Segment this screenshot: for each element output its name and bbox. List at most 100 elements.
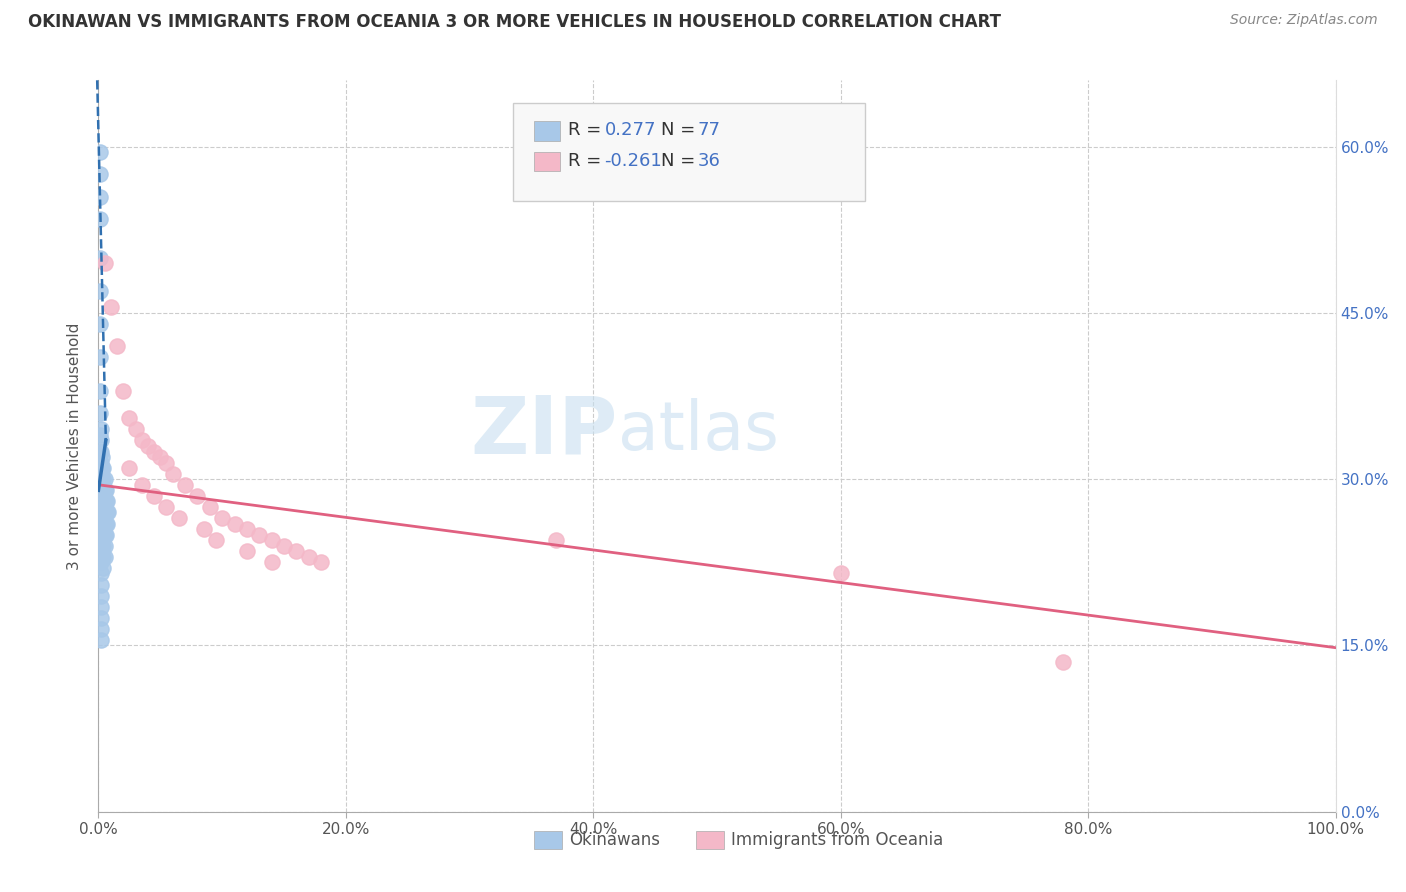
Point — [93, 527, 115, 541]
Text: Okinawans: Okinawans — [569, 831, 661, 849]
Point — [90, 434, 112, 448]
Point — [94, 483, 117, 498]
Point — [90, 555, 112, 569]
Text: 36: 36 — [697, 152, 720, 169]
Point — [90, 622, 112, 636]
Point — [90, 500, 112, 514]
Point — [94, 516, 117, 531]
Point — [93, 494, 115, 508]
Point — [167, 511, 190, 525]
Point — [174, 477, 197, 491]
Text: Source: ZipAtlas.com: Source: ZipAtlas.com — [1230, 13, 1378, 28]
Point — [105, 339, 128, 353]
Point — [94, 527, 117, 541]
Point — [93, 472, 115, 486]
Point — [118, 411, 141, 425]
Point — [90, 489, 112, 503]
Point — [93, 461, 115, 475]
Point — [91, 483, 114, 498]
Point — [100, 301, 122, 315]
Point — [143, 489, 166, 503]
Point — [155, 456, 177, 470]
Point — [90, 577, 112, 591]
Y-axis label: 3 or more Vehicles in Household: 3 or more Vehicles in Household — [67, 322, 83, 570]
Text: R =: R = — [568, 121, 607, 139]
Point — [162, 467, 184, 481]
Point — [90, 599, 112, 614]
Point — [273, 539, 295, 553]
Point — [93, 483, 115, 498]
Point — [260, 555, 283, 569]
Point — [89, 317, 111, 331]
Point — [89, 489, 111, 503]
Point — [90, 611, 112, 625]
Text: N =: N = — [661, 121, 700, 139]
Text: -0.261: -0.261 — [605, 152, 662, 169]
Point — [93, 549, 115, 564]
Point — [93, 516, 115, 531]
Point — [90, 544, 112, 558]
Point — [131, 434, 153, 448]
Point — [97, 506, 120, 520]
Point — [90, 467, 112, 481]
Point — [205, 533, 228, 548]
Point — [91, 527, 114, 541]
Point — [118, 461, 141, 475]
Point — [91, 494, 114, 508]
Text: R =: R = — [568, 152, 607, 169]
Point — [89, 145, 111, 160]
Point — [131, 477, 153, 491]
Text: 77: 77 — [697, 121, 720, 139]
Point — [136, 439, 159, 453]
Point — [1052, 655, 1074, 669]
Point — [90, 566, 112, 581]
Point — [89, 384, 111, 398]
Point — [247, 527, 270, 541]
Point — [90, 533, 112, 548]
Point — [91, 539, 114, 553]
Point — [546, 533, 568, 548]
Point — [89, 406, 111, 420]
Point — [93, 506, 115, 520]
Point — [89, 533, 111, 548]
Point — [89, 477, 111, 491]
Point — [89, 251, 111, 265]
Point — [89, 511, 111, 525]
Point — [89, 351, 111, 365]
Point — [90, 632, 112, 647]
Point — [93, 494, 115, 508]
Point — [93, 561, 115, 575]
Point — [90, 477, 112, 491]
Point — [93, 527, 115, 541]
Point — [236, 544, 259, 558]
Point — [96, 494, 118, 508]
Point — [193, 522, 215, 536]
Point — [236, 522, 259, 536]
Point — [124, 422, 146, 436]
Point — [93, 516, 115, 531]
Point — [93, 256, 115, 270]
Point — [89, 456, 111, 470]
Point — [89, 211, 111, 226]
Point — [89, 467, 111, 481]
Point — [96, 506, 118, 520]
Point — [260, 533, 283, 548]
Point — [91, 472, 114, 486]
Point — [90, 422, 112, 436]
Point — [91, 461, 114, 475]
Point — [90, 589, 112, 603]
Point — [93, 539, 115, 553]
Point — [93, 472, 115, 486]
Point — [224, 516, 246, 531]
Text: Immigrants from Oceania: Immigrants from Oceania — [731, 831, 943, 849]
Point — [143, 444, 166, 458]
Point — [112, 384, 135, 398]
Point — [93, 549, 115, 564]
Point — [186, 489, 208, 503]
Point — [89, 500, 111, 514]
Point — [93, 506, 115, 520]
Point — [155, 500, 177, 514]
Point — [90, 511, 112, 525]
Point — [298, 549, 321, 564]
Point — [89, 168, 111, 182]
